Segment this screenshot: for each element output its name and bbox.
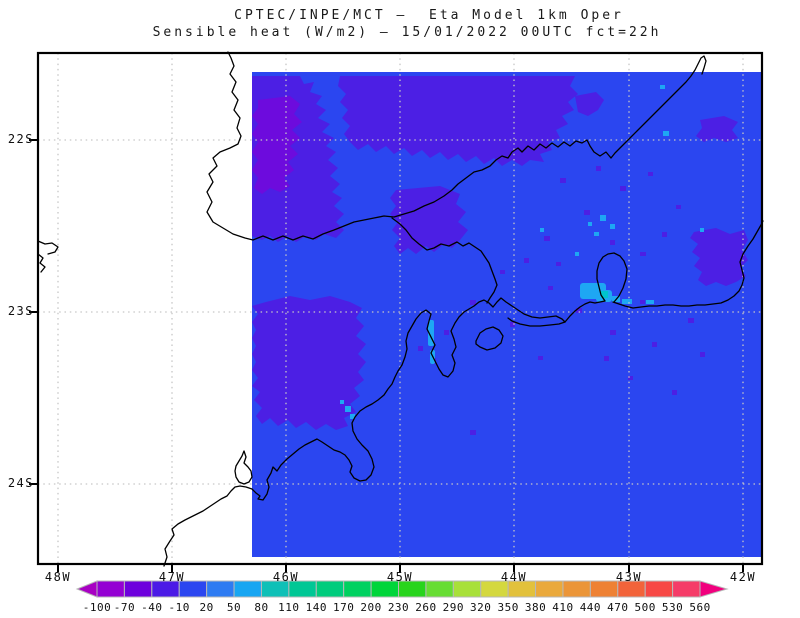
colorbar-segment xyxy=(644,580,674,598)
colorbar-tick-label: 290 xyxy=(442,601,465,614)
colorbar-tick-label: 500 xyxy=(634,601,656,614)
colorbar-segment xyxy=(123,580,153,598)
lon-tick-label: 44W xyxy=(500,570,528,584)
lon-tick-label: 46W xyxy=(272,570,300,584)
lon-tick-label: 45W xyxy=(386,570,414,584)
colorbar-segment xyxy=(343,580,372,598)
colorbar-tick-label: 530 xyxy=(661,601,684,614)
colorbar-segment xyxy=(672,580,701,598)
colorbar-tick-label: 80 xyxy=(254,601,269,614)
lat-tick-label: 22S xyxy=(7,132,34,146)
gridlines xyxy=(38,53,762,564)
colorbar-tick-label: -10 xyxy=(168,601,190,614)
colorbar-segment xyxy=(589,580,619,598)
colorbar-tick-label: 470 xyxy=(607,601,629,614)
colorbar-tick-label: 230 xyxy=(387,601,410,614)
colorbar-segment xyxy=(535,580,564,598)
lon-tick-label: 48W xyxy=(44,570,72,584)
colorbar-tick-label: 350 xyxy=(497,601,519,614)
colorbar-tick-label: 140 xyxy=(305,601,327,614)
colorbar-left-arrow xyxy=(75,580,98,598)
colorbar-right-arrow xyxy=(699,580,729,598)
violet-speckles xyxy=(418,166,705,435)
lon-tick-label: 47W xyxy=(158,570,186,584)
colorbar-tick-label: 440 xyxy=(579,601,602,614)
colorbar-segment xyxy=(96,580,125,598)
map-frame xyxy=(36,51,764,566)
title-line-2: Sensible heat (W/m2) – 15/01/2022 00UTC … xyxy=(152,25,662,40)
colorbar-segment xyxy=(206,580,235,598)
colorbar-tick-label: 50 xyxy=(226,601,242,614)
colorbar-tick-label: 260 xyxy=(415,601,437,614)
colorbar xyxy=(75,580,729,598)
colorbar-tick-label: 560 xyxy=(689,601,711,614)
colorbar-segment xyxy=(452,580,482,598)
colorbar-tick-label: 320 xyxy=(470,601,492,614)
lon-tick-label: 43W xyxy=(615,570,643,584)
colorbar-segment xyxy=(562,580,591,598)
lat-tick-label: 23S xyxy=(7,304,34,318)
lat-tick-label: 24S xyxy=(7,476,34,490)
colorbar-tick-label: -70 xyxy=(113,601,136,614)
colorbar-tick-label: -40 xyxy=(141,601,163,614)
colorbar-segment xyxy=(425,580,454,598)
colorbar-tick-label: 380 xyxy=(524,601,547,614)
state-borders xyxy=(37,51,707,304)
colorbar-segment xyxy=(233,580,262,598)
santos-island xyxy=(234,450,253,485)
axis-ticks xyxy=(29,139,744,572)
colorbar-tick-label: 170 xyxy=(333,601,355,614)
colorbar-tick-label: 200 xyxy=(360,601,382,614)
ilha-grande xyxy=(475,326,504,351)
lon-tick-label: 42W xyxy=(729,570,757,584)
colorbar-tick-label: 110 xyxy=(278,601,300,614)
coastline xyxy=(163,220,764,567)
colorbar-tick-label: -100 xyxy=(82,601,112,614)
low-value-patches xyxy=(252,76,748,435)
colorbar-tick-label: 20 xyxy=(199,601,214,614)
colorbar-segment xyxy=(315,580,345,598)
colorbar-tick-label: 410 xyxy=(552,601,574,614)
title-line-1: CPTEC/INPE/MCT – Eta Model 1km Oper xyxy=(234,8,624,23)
